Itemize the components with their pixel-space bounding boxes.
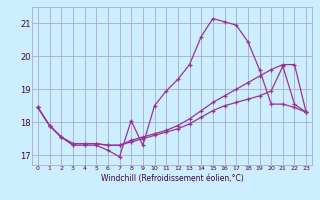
X-axis label: Windchill (Refroidissement éolien,°C): Windchill (Refroidissement éolien,°C)	[100, 174, 244, 183]
